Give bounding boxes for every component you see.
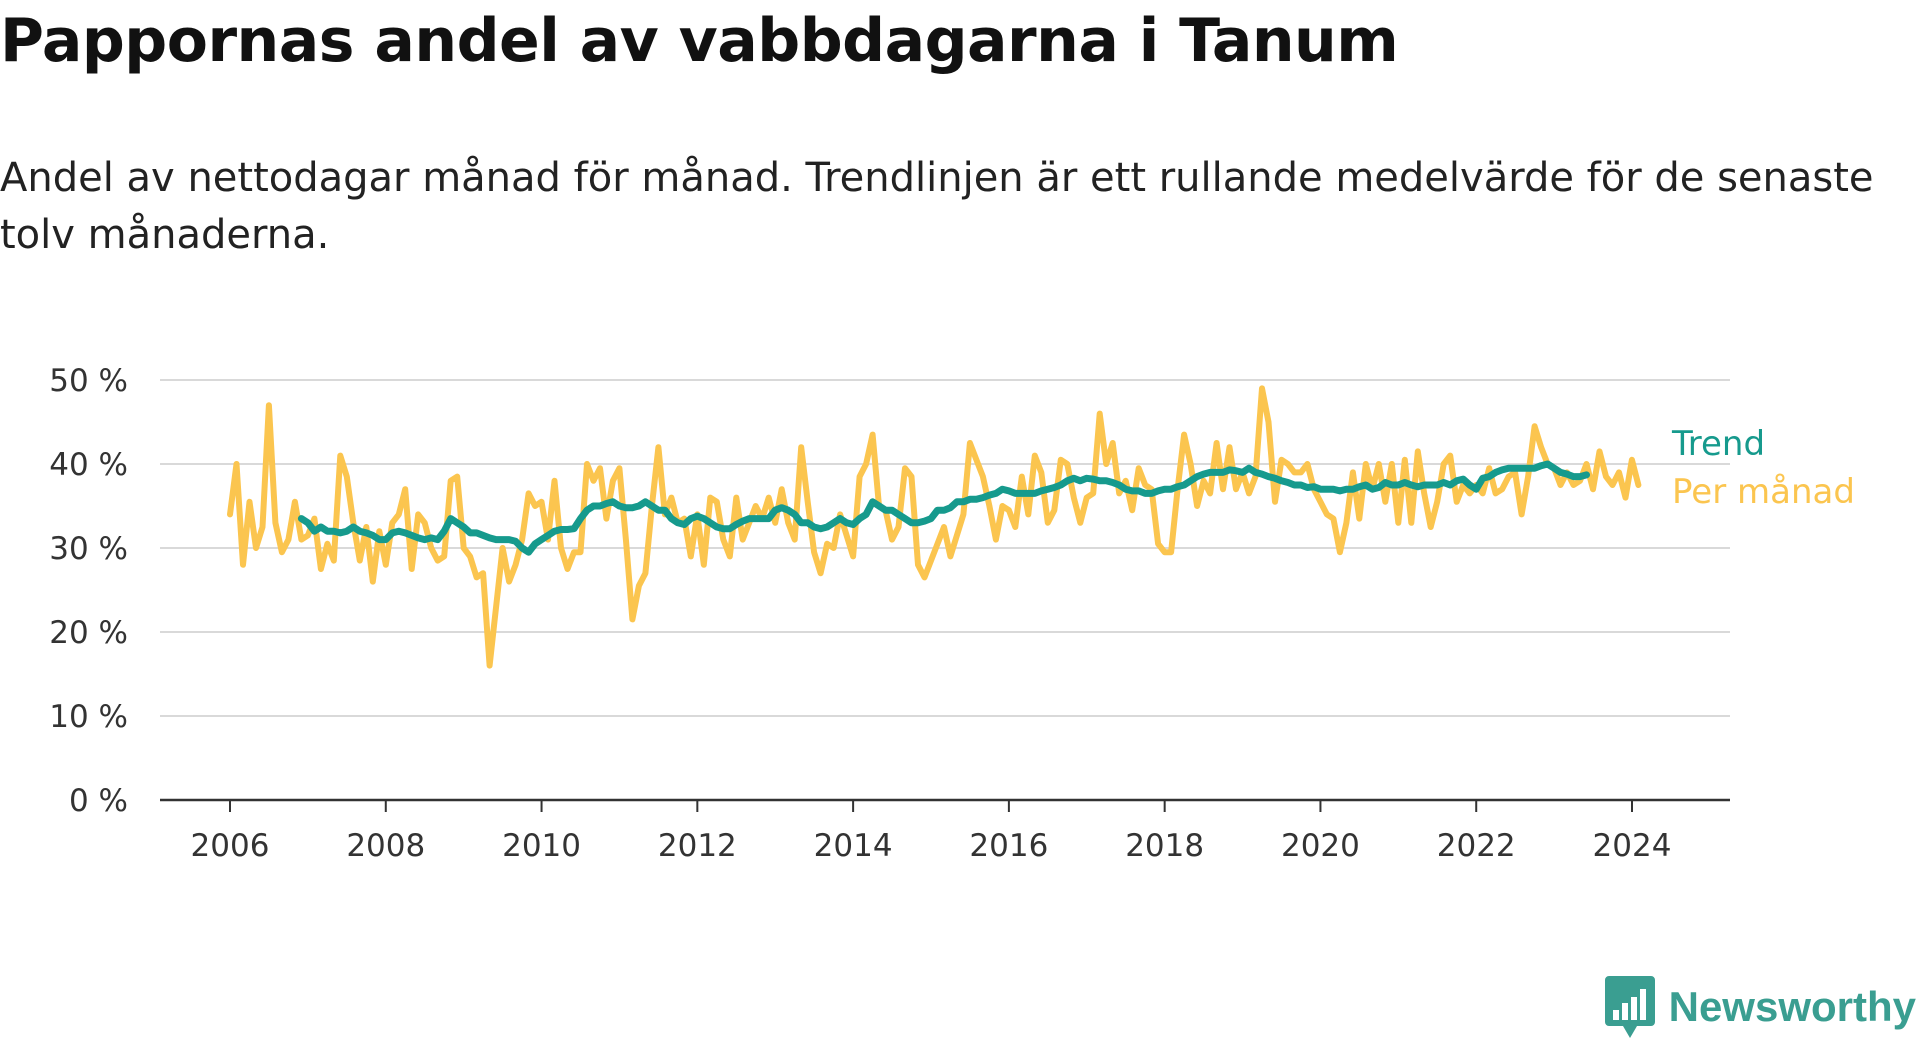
- brand-logo: Newsworthy: [1604, 974, 1916, 1040]
- legend-label-trend: Trend: [1671, 424, 1765, 464]
- y-tick-label: 20 %: [49, 615, 128, 651]
- chart-subtitle: Andel av nettodagar månad för månad. Tre…: [0, 155, 1874, 258]
- series-lines: [227, 385, 1642, 669]
- x-tick-label: 2012: [658, 828, 737, 864]
- y-tick-label: 50 %: [49, 363, 128, 399]
- y-tick-label: 30 %: [49, 531, 128, 567]
- brand-name: Newsworthy: [1668, 983, 1916, 1030]
- x-tick-label: 2006: [191, 828, 270, 864]
- trend-line: [297, 460, 1590, 556]
- gridlines: [160, 379, 1730, 717]
- x-axis: 2006 2008 2010 2012 2014 2016 2018 2020 2022 2024: [160, 798, 1730, 864]
- bar-chart-badge-icon: [1604, 976, 1655, 1038]
- x-tick-label: 2020: [1281, 828, 1360, 864]
- y-tick-label: 0 %: [69, 783, 128, 819]
- x-tick-label: 2014: [814, 828, 893, 864]
- x-tick-label: 2022: [1437, 828, 1516, 864]
- monthly-line: [227, 385, 1642, 669]
- x-tick-label: 2010: [502, 828, 581, 864]
- legend: Trend Per månad: [1671, 424, 1855, 512]
- x-tick-label: 2008: [346, 828, 425, 864]
- y-axis: 0 % 10 % 20 % 30 % 40 % 50 %: [49, 363, 128, 819]
- x-tick-label: 2024: [1593, 828, 1672, 864]
- legend-label-per-month: Per månad: [1672, 472, 1855, 512]
- chart-title: Pappornas andel av vabbdagarna i Tanum: [0, 6, 1399, 76]
- x-tick-label: 2016: [969, 828, 1048, 864]
- y-tick-label: 40 %: [49, 447, 128, 483]
- y-tick-label: 10 %: [49, 699, 128, 735]
- x-tick-label: 2018: [1125, 828, 1204, 864]
- line-chart: 0 % 10 % 20 % 30 % 40 % 50 % 2006 2008 2010 2012…: [49, 363, 1855, 864]
